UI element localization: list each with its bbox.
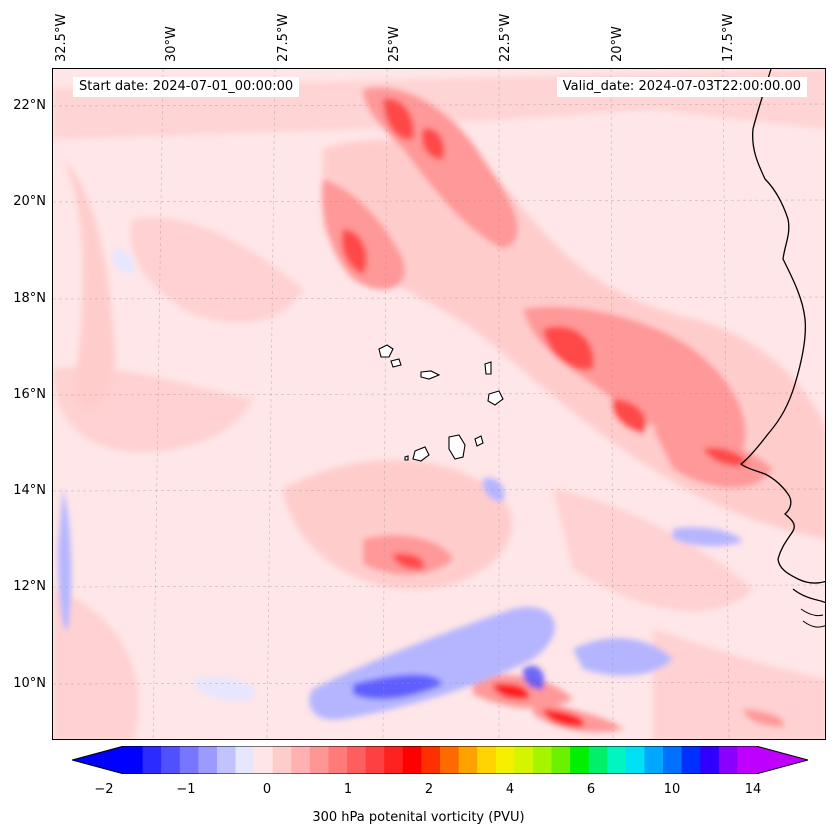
colorbar-swatch <box>440 746 460 774</box>
lon-label: 27.5°W <box>276 13 291 62</box>
colorbar-swatch <box>477 746 497 774</box>
start-date-label: Start date: 2024-07-01_00:00:00 <box>73 77 300 97</box>
colorbar-swatch <box>532 746 553 774</box>
pv-contours <box>53 69 825 739</box>
colorbar-swatch <box>198 746 218 774</box>
lon-label: 20°W <box>610 26 625 62</box>
lat-label: 12°N <box>13 579 46 594</box>
lat-label: 22°N <box>13 98 46 113</box>
colorbar-swatch <box>254 746 274 774</box>
colorbar-extend-low <box>72 746 124 774</box>
colorbar-tick: 14 <box>744 782 762 797</box>
colorbar-swatch <box>458 746 478 774</box>
colorbar-swatch <box>179 746 199 774</box>
colorbar-tick: −1 <box>176 782 196 797</box>
lon-label: 22.5°W <box>498 13 513 62</box>
lon-label: 25°W <box>387 26 402 62</box>
colorbar-swatch <box>309 746 329 774</box>
colorbar-swatch <box>570 746 590 774</box>
colorbar-tick: 2 <box>424 782 434 797</box>
colorbar-swatch <box>235 746 255 774</box>
colorbar-swatch <box>216 746 237 774</box>
pv-colorbar <box>72 746 808 774</box>
colorbar-swatch <box>365 746 385 774</box>
colorbar-swatch <box>124 746 144 774</box>
lat-label: 16°N <box>13 387 46 402</box>
graticule <box>53 69 825 739</box>
lon-label: 30°W <box>164 26 179 62</box>
colorbar-swatch <box>384 746 404 774</box>
colorbar-swatch <box>291 746 311 774</box>
colorbar-swatch <box>644 746 664 774</box>
valid-date-label: Valid_date: 2024-07-03T22:00:00.00 <box>556 77 807 97</box>
colorbar-swatch <box>551 746 571 774</box>
colorbar-swatch <box>588 746 608 774</box>
lon-label: 17.5°W <box>721 13 736 62</box>
colorbar-swatch <box>681 746 701 774</box>
colorbar-swatch <box>625 746 645 774</box>
coastline <box>739 69 825 584</box>
colorbar-swatch <box>718 746 738 774</box>
pv-field-svg <box>53 69 825 739</box>
colorbar-extend-high <box>756 746 808 774</box>
colorbar-swatch <box>421 746 441 774</box>
colorbar-swatch <box>402 746 422 774</box>
colorbar-title: 300 hPa potenital vorticity (PVU) <box>312 810 525 825</box>
cape-verde-islands <box>378 344 504 462</box>
colorbar-tick: 1 <box>343 782 353 797</box>
colorbar-swatch <box>663 746 683 774</box>
colorbar-swatch <box>328 746 348 774</box>
colorbar-tick: 10 <box>663 782 681 797</box>
colorbar-swatch <box>514 746 534 774</box>
lat-label: 10°N <box>13 676 46 691</box>
colorbar-swatch <box>347 746 367 774</box>
colorbar-swatch <box>495 746 515 774</box>
lat-label: 18°N <box>13 291 46 306</box>
lon-label: 32.5°W <box>54 13 69 62</box>
lat-label: 20°N <box>13 194 46 209</box>
colorbar-swatch <box>161 746 181 774</box>
colorbar-swatch <box>272 746 292 774</box>
lat-label: 14°N <box>13 483 46 498</box>
colorbar-tick: 4 <box>505 782 515 797</box>
colorbar-swatch <box>700 746 720 774</box>
colorbar-swatch <box>142 746 162 774</box>
colorbar-swatch <box>737 746 757 774</box>
map-plot-area: Start date: 2024-07-01_00:00:00 Valid_da… <box>52 68 826 740</box>
colorbar-tick: 6 <box>586 782 596 797</box>
colorbar-swatch <box>607 746 627 774</box>
colorbar-tick: 0 <box>262 782 272 797</box>
colorbar-tick: −2 <box>94 782 114 797</box>
